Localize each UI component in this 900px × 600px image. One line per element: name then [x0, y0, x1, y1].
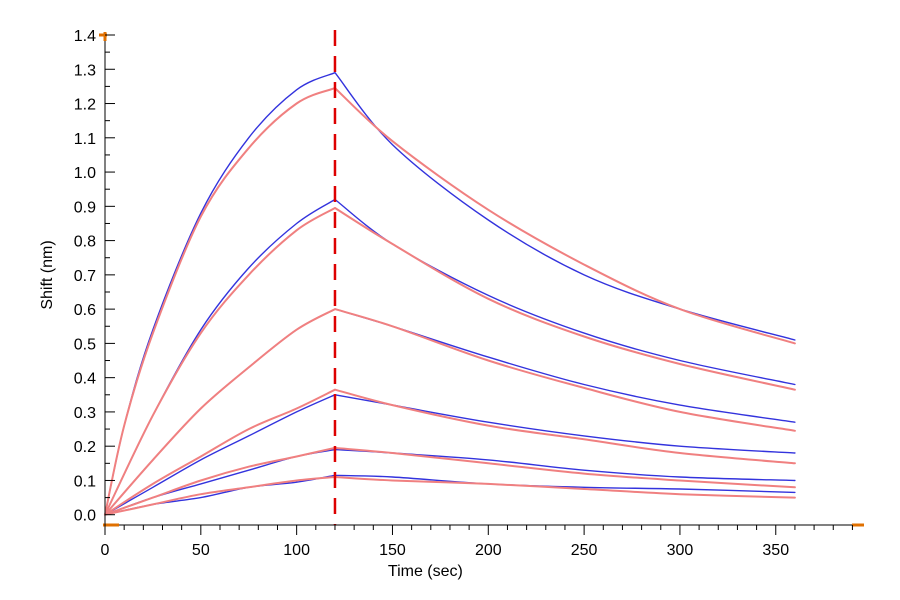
y-tick-label: 1.1	[74, 131, 96, 148]
measured-curve-2	[104, 198, 796, 516]
x-tick-label: 0	[101, 542, 110, 559]
y-tick-label: 0.6	[74, 302, 96, 319]
y-tick-label: 0.9	[74, 199, 96, 216]
y-tick-label: 0.8	[74, 234, 96, 251]
x-tick-label: 150	[379, 542, 406, 559]
y-tick-label: 0.0	[74, 508, 96, 525]
y-tick-label: 0.3	[74, 405, 96, 422]
fit-curve-7	[104, 388, 796, 516]
y-tick-label: 0.4	[74, 371, 96, 388]
y-tick-label: 1.2	[74, 97, 96, 114]
fit-curve-9	[104, 446, 796, 516]
y-tick-label: 0.5	[74, 336, 96, 353]
x-axis-title: Time (sec)	[388, 563, 463, 580]
y-axis: 0.0 0.1 0.2 0.3 0.4 0.5 0.6 0.7 0.8 0.9 1.0 1.1 1.2 1…	[74, 28, 115, 525]
fit-curve-5	[104, 308, 796, 516]
y-tick-label: 1.3	[74, 62, 96, 79]
y-tick-label: 1.4	[74, 28, 96, 45]
y-tick-label: 1.0	[74, 165, 96, 182]
x-tick-label: 50	[192, 542, 210, 559]
y-tick-label: 0.7	[74, 268, 96, 285]
fit-curve-3	[104, 207, 796, 516]
measured-curve-4	[104, 308, 796, 516]
series-layer	[104, 72, 796, 516]
y-tick-label: 0.1	[74, 473, 96, 490]
fit-curve-1	[104, 87, 796, 516]
x-axis: 0 50 100 150 200 250 300 350	[101, 523, 864, 559]
x-tick-label: 250	[571, 542, 598, 559]
x-tick-label: 100	[283, 542, 310, 559]
fit-curve-11	[104, 476, 796, 516]
y-tick-label: 0.2	[74, 439, 96, 456]
x-tick-label: 350	[762, 542, 789, 559]
y-axis-title: Shift (nm)	[39, 240, 56, 309]
x-tick-label: 200	[475, 542, 502, 559]
x-tick-label: 300	[667, 542, 694, 559]
measured-curve-0	[104, 72, 796, 516]
